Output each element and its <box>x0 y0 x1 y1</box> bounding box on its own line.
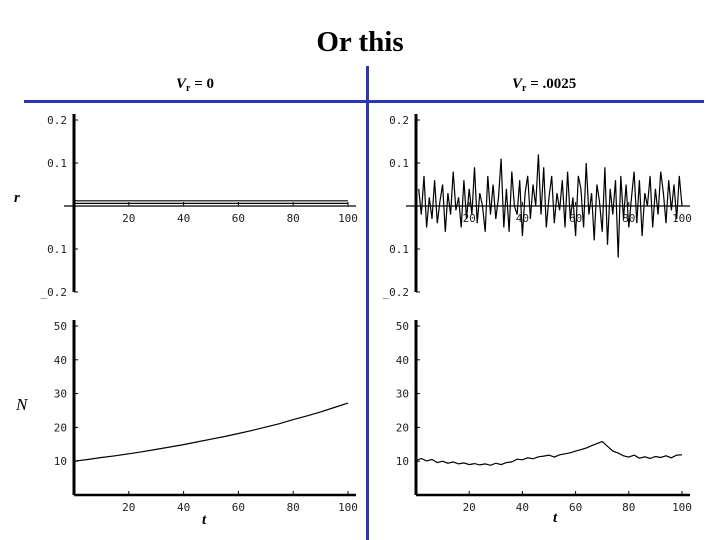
x-tick-label: 100 <box>338 212 358 225</box>
x-tick-label: 80 <box>287 501 300 514</box>
y-tick-label: 0.1 <box>47 157 67 170</box>
x-tick-label: 60 <box>569 212 582 225</box>
right-column-heading: Vr = .0025 <box>512 76 576 94</box>
left-heading-value: = 0 <box>190 76 215 92</box>
x-tick-label: 20 <box>122 212 135 225</box>
y-tick-label: 0.1 <box>47 243 67 256</box>
y-tick-label: 0.1 <box>389 157 409 170</box>
x-tick-label: 80 <box>287 212 300 225</box>
left-heading-var: V <box>176 76 187 92</box>
horizontal-divider <box>24 100 704 103</box>
series-line-0 <box>73 402 349 462</box>
x-tick-label: 20 <box>463 501 476 514</box>
left-heading-subscript: r <box>186 83 191 94</box>
x-tick-label: 100 <box>338 501 358 514</box>
x-tick-label: 100 <box>672 501 692 514</box>
y-tick-label: 50 <box>396 320 409 333</box>
chart-r-right: 0.20.10.1_0.220 40 60 80 100 <box>383 114 692 299</box>
right-heading-var: V <box>512 76 523 92</box>
right-heading-subscript: r <box>522 83 527 94</box>
right-heading-value: = .0025 <box>526 76 577 92</box>
x-tick-label: 20 <box>122 501 135 514</box>
y-tick-label: 20 <box>396 421 409 434</box>
y-tick-label: 30 <box>54 388 67 401</box>
series-line-0 <box>418 154 683 258</box>
y-tick-label: 30 <box>396 388 409 401</box>
left-column-heading: Vr = 0 <box>176 76 214 94</box>
series-line-0 <box>415 440 683 466</box>
x-tick-label: 40 <box>177 501 190 514</box>
x-tick-label: 60 <box>232 501 245 514</box>
x-tick-label: 60 <box>232 212 245 225</box>
y-tick-label: _0.2 <box>41 286 68 299</box>
row-label-r: r <box>14 190 20 206</box>
y-tick-label: 0.2 <box>389 114 409 127</box>
y-tick-label: 50 <box>54 320 67 333</box>
y-tick-label: 0.1 <box>389 243 409 256</box>
chart-r-left: 0.2 0.1 0.1 _0.2 20 40 60 80 100 <box>41 114 358 299</box>
y-tick-label: 10 <box>396 455 409 468</box>
y-tick-label: 40 <box>54 354 67 367</box>
x-tick-label: 80 <box>622 501 635 514</box>
y-tick-label: _0.2 <box>383 286 410 299</box>
x-tick-label: 40 <box>516 501 529 514</box>
x-tick-label: 40 <box>177 212 190 225</box>
vertical-divider <box>366 66 369 540</box>
chart-n-right: 10 20 30 40 50 20 40 60 80 100 <box>396 320 692 514</box>
y-tick-label: 40 <box>396 354 409 367</box>
x-tick-label: 40 <box>516 212 529 225</box>
slide-title: Or this <box>316 26 404 58</box>
y-tick-label: 20 <box>54 421 67 434</box>
x-axis-label-right: t <box>553 510 558 526</box>
row-label-n: N <box>16 395 28 414</box>
x-tick-label: 60 <box>569 501 582 514</box>
x-tick-label: 20 <box>463 212 476 225</box>
y-tick-label: 10 <box>54 455 67 468</box>
x-axis-label-left: t <box>202 512 207 528</box>
chart-n-left: 10 20 30 40 50 20 40 60 80 100 <box>54 320 358 514</box>
y-tick-label: 0.2 <box>47 114 67 127</box>
x-tick-label: 100 <box>672 212 692 225</box>
